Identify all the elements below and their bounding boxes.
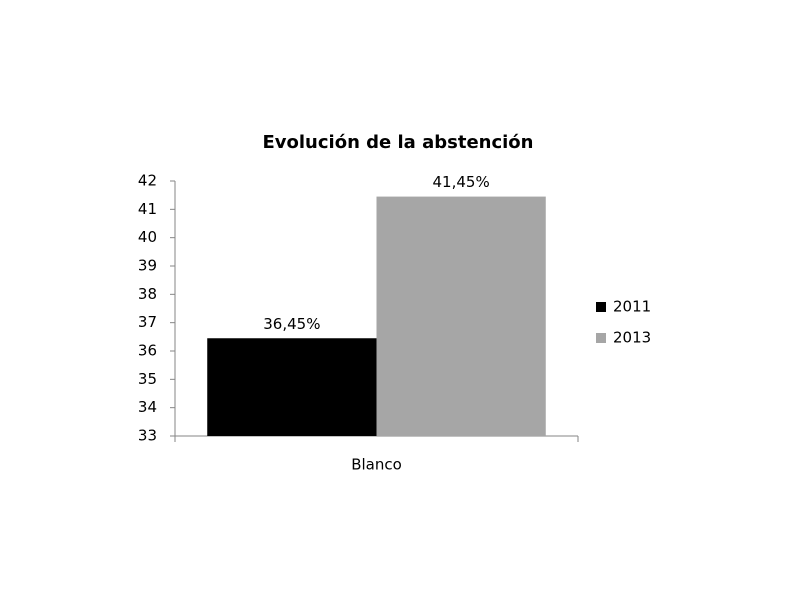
y-tick-label: 33 [138, 427, 157, 445]
y-tick-label: 36 [138, 342, 157, 360]
y-tick-label: 40 [138, 228, 157, 246]
data-label: 41,45% [433, 173, 490, 191]
legend-label: 2011 [613, 298, 651, 316]
y-tick-label: 35 [138, 370, 157, 388]
y-tick-label: 41 [138, 200, 157, 218]
bar [376, 196, 546, 436]
legend-label: 2013 [613, 329, 651, 347]
chart-title: Evolución de la abstención [262, 132, 533, 153]
legend-swatch [596, 333, 606, 343]
y-tick-label: 38 [138, 285, 157, 303]
data-label: 36,45% [263, 315, 320, 333]
bar [207, 338, 377, 436]
x-tick-label: Blanco [351, 456, 402, 474]
legend-swatch [596, 302, 606, 312]
y-tick-label: 39 [138, 257, 157, 275]
y-tick-label: 34 [138, 398, 157, 416]
y-tick-label: 37 [138, 313, 157, 331]
y-tick-label: 42 [138, 172, 157, 190]
